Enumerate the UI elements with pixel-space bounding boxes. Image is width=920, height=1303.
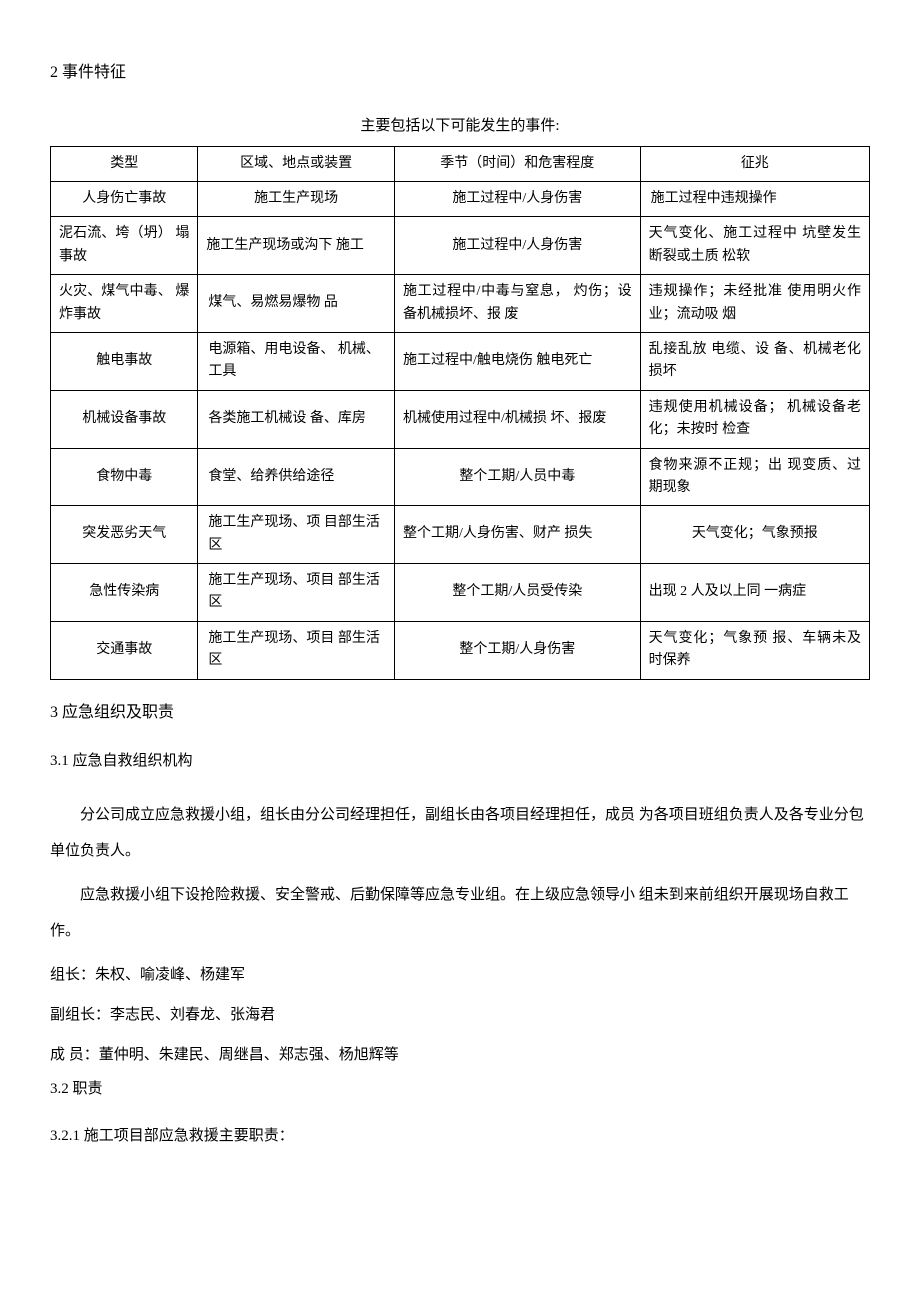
table-row: 食物中毒 食堂、给养供给途径 整个工期/人员中毒 食物来源不正规；出 现变质、过… <box>51 448 870 506</box>
header-area: 区域、地点或装置 <box>198 146 395 181</box>
cell-sign: 乱接乱放 电缆、设 备、机械老化损坏 <box>640 332 869 390</box>
cell-type: 火灾、煤气中毒、 爆炸事故 <box>51 275 198 333</box>
cell-type: 急性传染病 <box>51 564 198 622</box>
section-3-heading: 3 应急组织及职责 <box>50 700 870 726</box>
cell-area: 施工生产现场、项目 部生活区 <box>198 621 395 679</box>
cell-area: 施工生产现场 <box>198 181 395 216</box>
table-body: 人身伤亡事故 施工生产现场 施工过程中/人身伤害 施工过程中违规操作 泥石流、垮… <box>51 181 870 679</box>
cell-season: 整个工期/人身伤害、财产 损失 <box>394 506 640 564</box>
cell-sign: 违规使用机械设备； 机械设备老化；未按时 检查 <box>640 390 869 448</box>
cell-sign: 天气变化；气象预报 <box>640 506 869 564</box>
cell-season: 施工过程中/人身伤害 <box>394 217 640 275</box>
table-row: 急性传染病 施工生产现场、项目 部生活区 整个工期/人员受传染 出现 2 人及以… <box>51 564 870 622</box>
cell-season: 施工过程中/触电烧伤 触电死亡 <box>394 332 640 390</box>
cell-area: 电源箱、用电设备、 机械、工具 <box>198 332 395 390</box>
table-header-row: 类型 区域、地点或装置 季节（时间）和危害程度 征兆 <box>51 146 870 181</box>
paragraph-3-1-2: 应急救援小组下设抢险救援、安全警戒、后勤保障等应急专业组。在上级应急领导小 组未… <box>50 877 870 949</box>
cell-sign: 施工过程中违规操作 <box>640 181 869 216</box>
table-row: 突发恶劣天气 施工生产现场、项 目部生活区 整个工期/人身伤害、财产 损失 天气… <box>51 506 870 564</box>
cell-sign: 出现 2 人及以上同 一病症 <box>640 564 869 622</box>
table-caption: 主要包括以下可能发生的事件: <box>50 114 870 138</box>
table-row: 火灾、煤气中毒、 爆炸事故 煤气、易燃易爆物 品 施工过程中/中毒与窒息， 灼伤… <box>51 275 870 333</box>
events-table: 类型 区域、地点或装置 季节（时间）和危害程度 征兆 人身伤亡事故 施工生产现场… <box>50 146 870 680</box>
cell-season: 施工过程中/人身伤害 <box>394 181 640 216</box>
section-3-2-1: 3.2.1 施工项目部应急救援主要职责： <box>50 1121 870 1151</box>
table-row: 交通事故 施工生产现场、项目 部生活区 整个工期/人身伤害 天气变化；气象预 报… <box>51 621 870 679</box>
members-line: 成 员：董仲明、朱建民、周继昌、郑志强、杨旭辉等 <box>50 1037 870 1073</box>
section-3-1-heading: 3.1 应急自救组织机构 <box>50 749 870 773</box>
cell-type: 触电事故 <box>51 332 198 390</box>
cell-season: 整个工期/人员中毒 <box>394 448 640 506</box>
section-3-2-heading: 3.2 职责 <box>50 1077 870 1101</box>
table-row: 触电事故 电源箱、用电设备、 机械、工具 施工过程中/触电烧伤 触电死亡 乱接乱… <box>51 332 870 390</box>
table-row: 机械设备事故 各类施工机械设 备、库房 机械使用过程中/机械损 坏、报废 违规使… <box>51 390 870 448</box>
cell-type: 泥石流、垮（坍） 塌事故 <box>51 217 198 275</box>
cell-sign: 天气变化、施工过程中 坑壁发生断裂或土质 松软 <box>640 217 869 275</box>
cell-type: 交通事故 <box>51 621 198 679</box>
cell-type: 食物中毒 <box>51 448 198 506</box>
vice-leader-line: 副组长：李志民、刘春龙、张海君 <box>50 997 870 1033</box>
section-2-heading: 2 事件特征 <box>50 60 870 86</box>
table-row: 人身伤亡事故 施工生产现场 施工过程中/人身伤害 施工过程中违规操作 <box>51 181 870 216</box>
paragraph-3-1-1: 分公司成立应急救援小组，组长由分公司经理担任，副组长由各项目经理担任，成员 为各… <box>50 797 870 869</box>
header-type: 类型 <box>51 146 198 181</box>
cell-area: 各类施工机械设 备、库房 <box>198 390 395 448</box>
cell-season: 整个工期/人员受传染 <box>394 564 640 622</box>
cell-sign: 食物来源不正规；出 现变质、过期现象 <box>640 448 869 506</box>
cell-sign: 天气变化；气象预 报、车辆未及时保养 <box>640 621 869 679</box>
cell-season: 施工过程中/中毒与窒息， 灼伤；设备机械损坏、报 废 <box>394 275 640 333</box>
cell-area: 施工生产现场、项 目部生活区 <box>198 506 395 564</box>
cell-season: 整个工期/人身伤害 <box>394 621 640 679</box>
cell-area: 施工生产现场、项目 部生活区 <box>198 564 395 622</box>
leader-line: 组长：朱权、喻凌峰、杨建军 <box>50 957 870 993</box>
cell-type: 突发恶劣天气 <box>51 506 198 564</box>
cell-area: 煤气、易燃易爆物 品 <box>198 275 395 333</box>
table-row: 泥石流、垮（坍） 塌事故 施工生产现场或沟下 施工 施工过程中/人身伤害 天气变… <box>51 217 870 275</box>
cell-area: 施工生产现场或沟下 施工 <box>198 217 395 275</box>
cell-sign: 违规操作；未经批准 使用明火作业；流动吸 烟 <box>640 275 869 333</box>
cell-type: 机械设备事故 <box>51 390 198 448</box>
header-sign: 征兆 <box>640 146 869 181</box>
cell-area: 食堂、给养供给途径 <box>198 448 395 506</box>
header-season: 季节（时间）和危害程度 <box>394 146 640 181</box>
cell-season: 机械使用过程中/机械损 坏、报废 <box>394 390 640 448</box>
cell-type: 人身伤亡事故 <box>51 181 198 216</box>
